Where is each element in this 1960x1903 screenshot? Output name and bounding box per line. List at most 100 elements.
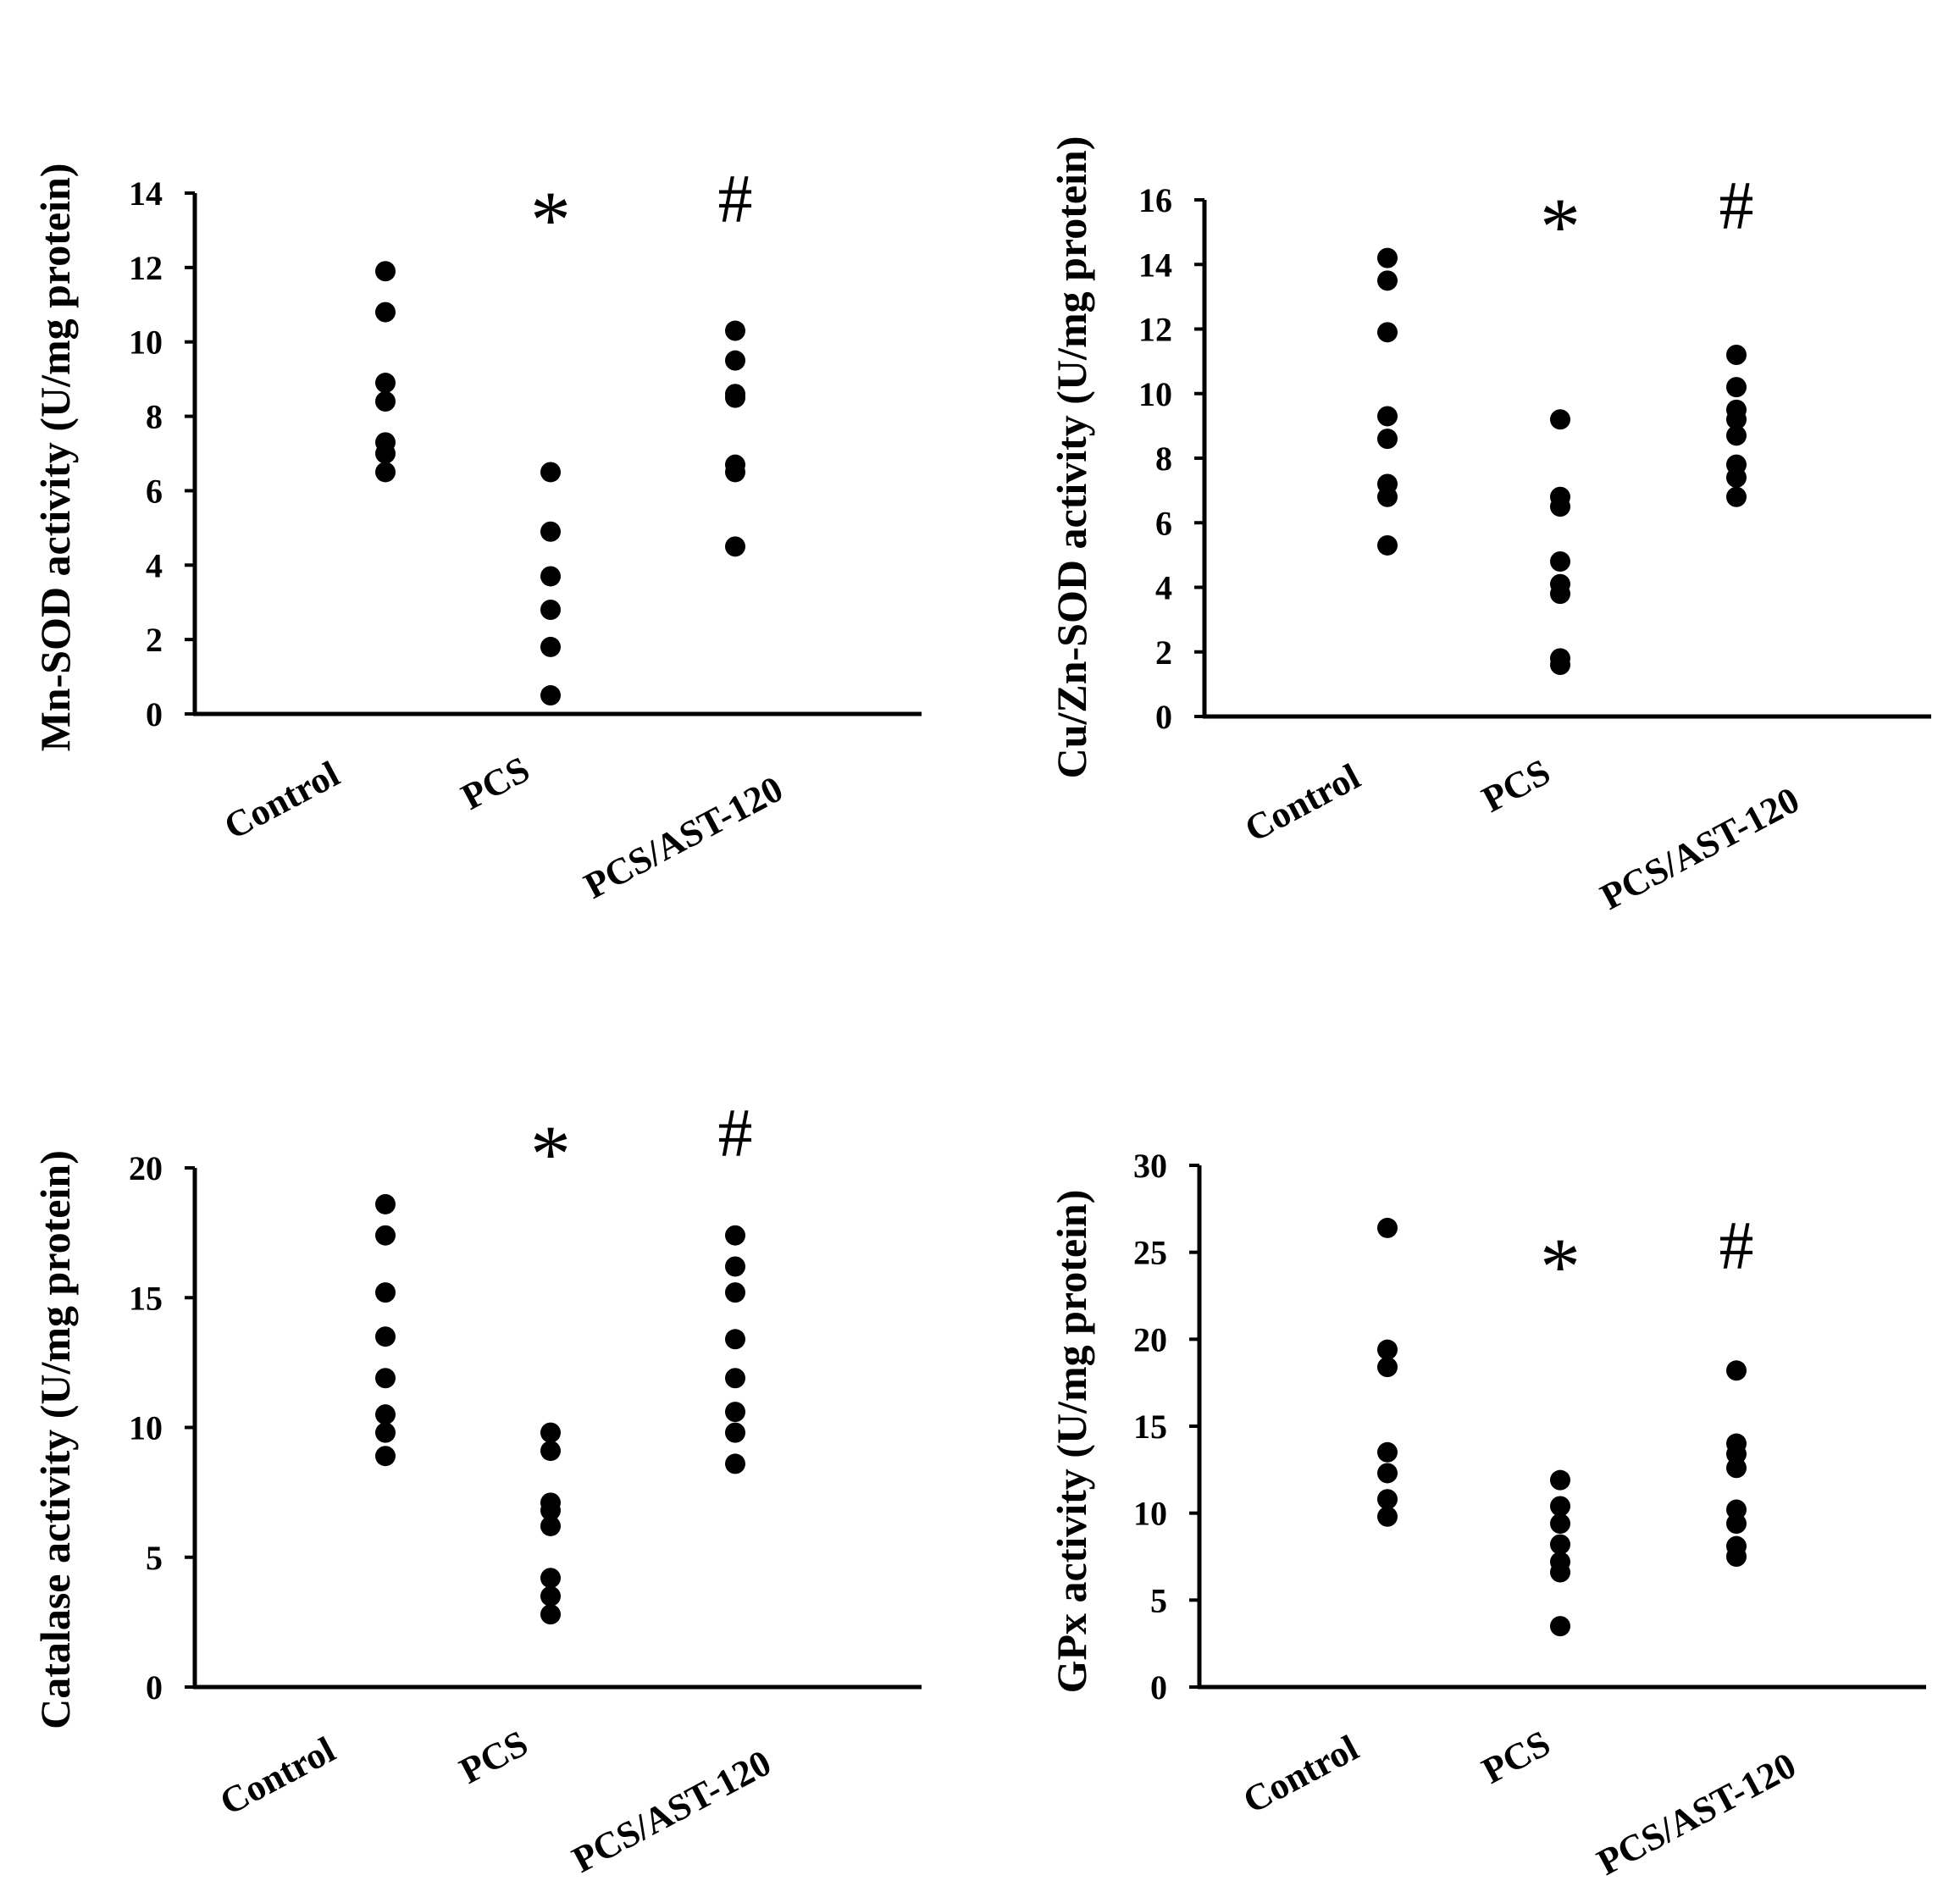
mn-sod-point-2-6: [725, 536, 745, 557]
cu-zn-sod-category-label-1: PCS: [1476, 751, 1557, 821]
mn-sod-point-0-5: [375, 443, 396, 464]
gpx-point-0-4: [1377, 1463, 1398, 1484]
cu-zn-sod-y-tick-label: 6: [1155, 504, 1172, 542]
cu-zn-sod-point-1-7: [1550, 655, 1570, 675]
mn-sod-annotation-0: *: [530, 174, 571, 265]
mn-sod-point-2-5: [725, 462, 745, 483]
gpx-y-tick-label: 10: [1133, 1495, 1167, 1533]
cu-zn-sod-y-tick-label: 4: [1155, 569, 1172, 607]
cu-zn-sod-point-2-1: [1726, 377, 1747, 398]
cu-zn-sod-point-1-5: [1550, 584, 1570, 605]
gpx-y-axis-title: GPx activity (U/mg protein): [1048, 1190, 1095, 1694]
mn-sod-y-tick-label: 4: [146, 546, 163, 584]
catalase-point-2-1: [725, 1256, 745, 1277]
gpx-point-1-0: [1550, 1469, 1570, 1491]
gpx-y-tick-label: 15: [1133, 1408, 1167, 1446]
gpx-point-0-3: [1377, 1441, 1398, 1463]
mn-sod-y-axis-title: Mn-SOD activity (U/mg protein): [31, 163, 79, 752]
cu-zn-sod-annotation-0: *: [1540, 181, 1581, 272]
mn-sod-point-0-0: [375, 261, 396, 282]
gpx-category-label-2: PCS/AST-120: [1591, 1745, 1802, 1884]
mn-sod-point-1-0: [540, 462, 561, 483]
cu-zn-sod-category-label-0: Control: [1238, 755, 1367, 850]
catalase-point-0-6: [375, 1422, 396, 1443]
cu-zn-sod-y-tick-label: 14: [1138, 246, 1172, 284]
gpx-point-0-0: [1377, 1217, 1398, 1238]
mn-sod-point-1-2: [540, 566, 561, 587]
cu-zn-sod-y-tick-label: 16: [1138, 181, 1172, 219]
mn-sod-y-tick-label: 12: [129, 249, 163, 287]
cu-zn-sod-point-0-1: [1377, 270, 1398, 291]
catalase-category-label-0: Control: [213, 1729, 342, 1823]
gpx-point-0-1: [1377, 1339, 1398, 1360]
catalase-y-tick-label: 10: [129, 1409, 163, 1447]
gpx-point-2-3: [1726, 1458, 1747, 1479]
mn-sod-point-1-4: [540, 636, 561, 657]
cu-zn-sod-y-tick-label: 8: [1155, 440, 1172, 478]
catalase-point-2-4: [725, 1368, 745, 1389]
catalase-annotation-0: *: [530, 1109, 571, 1199]
mn-sod-annotation-1: #: [718, 160, 753, 237]
mn-sod-point-0-6: [375, 462, 396, 483]
cu-zn-sod-point-2-7: [1726, 486, 1747, 507]
catalase-point-1-4: [540, 1515, 561, 1536]
catalase-point-1-5: [540, 1568, 561, 1589]
catalase-point-0-5: [375, 1404, 396, 1425]
gpx-point-1-3: [1550, 1534, 1570, 1555]
catalase-y-tick-label: 15: [129, 1279, 163, 1317]
gpx-point-1-5: [1550, 1562, 1570, 1583]
gpx-y-tick-label: 25: [1133, 1234, 1167, 1272]
cu-zn-sod-point-2-4: [1726, 425, 1747, 446]
gpx-point-2-0: [1726, 1360, 1747, 1381]
cu-zn-sod-point-2-3: [1726, 409, 1747, 430]
cu-zn-sod-y-tick-label: 2: [1155, 633, 1172, 672]
gpx-y-tick-label: 5: [1150, 1581, 1167, 1619]
cu-zn-sod-point-0-6: [1377, 486, 1398, 507]
mn-sod-point-2-0: [725, 320, 745, 341]
catalase-point-0-7: [375, 1446, 396, 1467]
cu-zn-sod-y-tick-label: 10: [1138, 375, 1172, 413]
gpx-annotation-0: *: [1540, 1221, 1581, 1312]
catalase-category-label-2: PCS/AST-120: [566, 1742, 778, 1881]
mn-sod-y-tick-label: 0: [146, 695, 163, 733]
gpx-point-0-5: [1377, 1489, 1398, 1510]
catalase-point-2-0: [725, 1225, 745, 1246]
catalase-point-1-7: [540, 1604, 561, 1625]
gpx-point-0-2: [1377, 1357, 1398, 1378]
catalase-point-0-0: [375, 1193, 396, 1214]
mn-sod-y-tick-label: 8: [146, 398, 163, 436]
cu-zn-sod-annotation-1: #: [1719, 167, 1754, 244]
gpx-category-label-1: PCS: [1476, 1723, 1557, 1792]
cu-zn-sod-point-0-4: [1377, 429, 1398, 450]
catalase-point-2-7: [725, 1453, 745, 1474]
mn-sod-y-tick-label: 2: [146, 621, 163, 659]
catalase-y-tick-label: 0: [146, 1668, 163, 1707]
mn-sod-point-0-2: [375, 373, 396, 394]
gpx-point-2-7: [1726, 1546, 1747, 1567]
catalase-point-0-3: [375, 1326, 396, 1347]
gpx-annotation-1: #: [1719, 1207, 1754, 1284]
catalase-point-1-0: [540, 1422, 561, 1443]
mn-sod-point-1-3: [540, 600, 561, 620]
mn-sod-category-label-2: PCS/AST-120: [578, 768, 789, 907]
cu-zn-sod-point-0-2: [1377, 322, 1398, 343]
catalase-y-tick-label: 5: [146, 1539, 163, 1577]
catalase-point-0-2: [375, 1282, 396, 1303]
catalase-point-2-3: [725, 1329, 745, 1350]
mn-sod-y-tick-label: 6: [146, 472, 163, 510]
mn-sod-point-2-3: [725, 387, 745, 408]
gpx-point-2-4: [1726, 1499, 1747, 1520]
catalase-point-0-4: [375, 1368, 396, 1389]
catalase-point-1-6: [540, 1585, 561, 1607]
gpx-point-0-6: [1377, 1506, 1398, 1527]
catalase-point-2-2: [725, 1282, 745, 1303]
catalase-point-2-6: [725, 1422, 745, 1443]
mn-sod-point-1-5: [540, 685, 561, 706]
mn-sod-y-tick-label: 14: [129, 174, 163, 213]
gpx-point-2-2: [1726, 1443, 1747, 1464]
catalase-annotation-1: #: [718, 1094, 753, 1171]
cu-zn-sod-y-axis-title: Cu/Zn-SOD activity (U/mg protein): [1048, 136, 1095, 779]
mn-sod-y-tick-label: 10: [129, 324, 163, 362]
cu-zn-sod-y-tick-label: 12: [1138, 311, 1172, 349]
cu-zn-sod-point-0-3: [1377, 406, 1398, 427]
